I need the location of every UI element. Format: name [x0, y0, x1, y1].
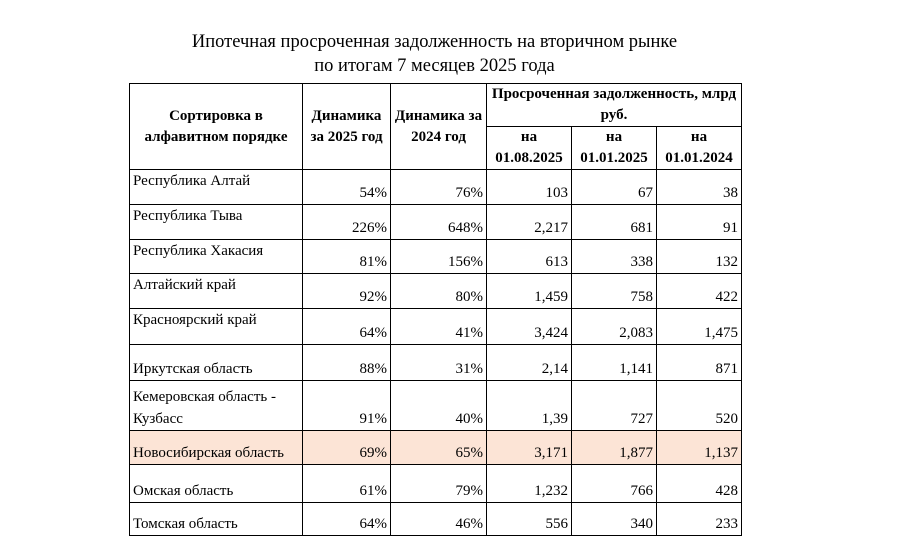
dynamics-2024: 65%: [390, 430, 487, 465]
title-line-1: Ипотечная просроченная задолженность на …: [191, 32, 678, 52]
debt-2025-08-01: 103: [486, 169, 572, 205]
debt-2025-01-01: 727: [571, 380, 657, 431]
header-region: Сортировка в алфавитном порядке: [129, 83, 303, 170]
table-row: Иркутская область 88% 31% 2,14 1,141 871: [129, 344, 742, 381]
dynamics-2024: 156%: [390, 239, 487, 274]
debt-2024-01-01: 132: [656, 239, 742, 274]
debt-2025-01-01: 681: [571, 204, 657, 240]
debt-2024-01-01: 422: [656, 273, 742, 309]
debt-2025-01-01: 340: [571, 502, 657, 536]
header-debt-2025-01-01: на 01.01.2025: [571, 126, 657, 170]
debt-2025-01-01: 1,877: [571, 430, 657, 465]
table-row: Красноярский край 64% 41% 3,424 2,083 1,…: [129, 308, 742, 345]
dynamics-2024: 31%: [390, 344, 487, 381]
dynamics-2024: 76%: [390, 169, 487, 205]
debt-2024-01-01: 1,137: [656, 430, 742, 465]
region-name: Кемеровская область - Кузбасс: [129, 380, 303, 431]
dynamics-2025: 61%: [302, 464, 391, 503]
dynamics-2024: 40%: [390, 380, 487, 431]
overdue-mortgage-table: Сортировка в алфавитном порядке Динамика…: [129, 83, 742, 536]
debt-2025-01-01: 766: [571, 464, 657, 503]
header-dynamics-2025: Динамика за 2025 год: [302, 83, 391, 170]
table-row: Кемеровская область - Кузбасс 91% 40% 1,…: [129, 380, 742, 431]
header-overdue-debt: Просроченная задолженность, млрд руб.: [486, 83, 742, 127]
dynamics-2025: 91%: [302, 380, 391, 431]
debt-2025-01-01: 2,083: [571, 308, 657, 345]
debt-2024-01-01: 871: [656, 344, 742, 381]
dynamics-2024: 41%: [390, 308, 487, 345]
table-row: Томская область 64% 46% 556 340 233: [129, 502, 742, 536]
debt-2025-01-01: 338: [571, 239, 657, 274]
debt-2025-01-01: 1,141: [571, 344, 657, 381]
dynamics-2025: 64%: [302, 502, 391, 536]
table-row: Республика Тыва 226% 648% 2,217 681 91: [129, 204, 742, 240]
table-row: Республика Хакасия 81% 156% 613 338 132: [129, 239, 742, 274]
dynamics-2024: 648%: [390, 204, 487, 240]
dynamics-2025: 64%: [302, 308, 391, 345]
dynamics-2025: 92%: [302, 273, 391, 309]
dynamics-2024: 79%: [390, 464, 487, 503]
debt-2024-01-01: 38: [656, 169, 742, 205]
debt-2025-08-01: 3,171: [486, 430, 572, 465]
region-name: Томская область: [129, 502, 303, 536]
dynamics-2025: 54%: [302, 169, 391, 205]
region-name: Новосибирская область: [129, 430, 303, 465]
debt-2024-01-01: 520: [656, 380, 742, 431]
debt-2025-01-01: 758: [571, 273, 657, 309]
header-debt-2024-01-01: на 01.01.2024: [656, 126, 742, 170]
region-name: Республика Тыва: [129, 204, 303, 240]
debt-2025-08-01: 613: [486, 239, 572, 274]
dynamics-2025: 81%: [302, 239, 391, 274]
debt-2025-01-01: 67: [571, 169, 657, 205]
table-row: Республика Алтай 54% 76% 103 67 38: [129, 169, 742, 205]
dynamics-2025: 88%: [302, 344, 391, 381]
debt-2024-01-01: 91: [656, 204, 742, 240]
debt-2025-08-01: 2,14: [486, 344, 572, 381]
region-name: Иркутская область: [129, 344, 303, 381]
debt-2024-01-01: 1,475: [656, 308, 742, 345]
table-row-highlighted: Новосибирская область 69% 65% 3,171 1,87…: [129, 430, 742, 465]
title-line-2: по итогам 7 месяцев 2025 года: [314, 56, 555, 76]
debt-2025-08-01: 2,217: [486, 204, 572, 240]
table-row: Омская область 61% 79% 1,232 766 428: [129, 464, 742, 503]
header-debt-2025-08-01: на 01.08.2025: [486, 126, 572, 170]
debt-2025-08-01: 1,459: [486, 273, 572, 309]
dynamics-2025: 69%: [302, 430, 391, 465]
region-name: Алтайский край: [129, 273, 303, 309]
debt-2024-01-01: 428: [656, 464, 742, 503]
debt-2025-08-01: 556: [486, 502, 572, 536]
debt-2025-08-01: 1,232: [486, 464, 572, 503]
region-name: Омская область: [129, 464, 303, 503]
header-dynamics-2024: Динамика за 2024 год: [390, 83, 487, 170]
document-title: Ипотечная просроченная задолженность на …: [129, 30, 740, 78]
dynamics-2025: 226%: [302, 204, 391, 240]
debt-2025-08-01: 1,39: [486, 380, 572, 431]
region-name: Красноярский край: [129, 308, 303, 345]
table-row: Алтайский край 92% 80% 1,459 758 422: [129, 273, 742, 309]
region-name: Республика Хакасия: [129, 239, 303, 274]
region-name: Республика Алтай: [129, 169, 303, 205]
debt-2025-08-01: 3,424: [486, 308, 572, 345]
dynamics-2024: 46%: [390, 502, 487, 536]
dynamics-2024: 80%: [390, 273, 487, 309]
debt-2024-01-01: 233: [656, 502, 742, 536]
